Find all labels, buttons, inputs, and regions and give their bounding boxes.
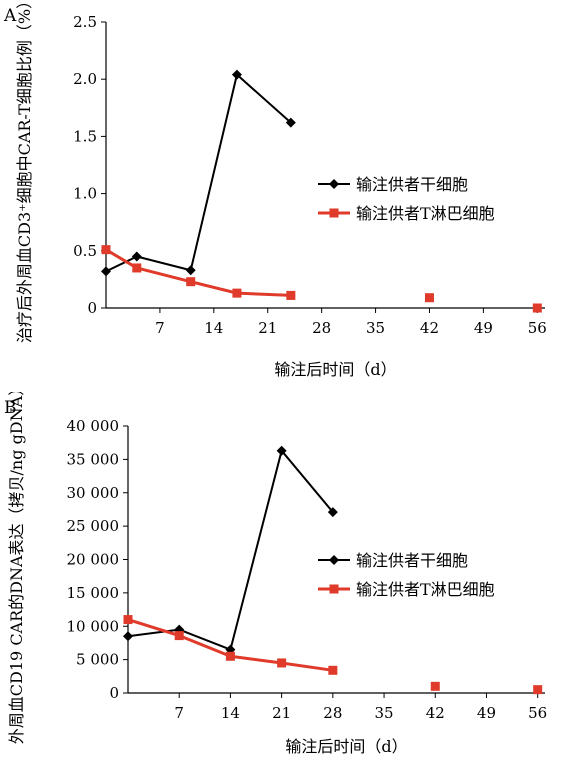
chart-b-svg: 0 5 000 10 000 15 000 20 000 25 000 30 000 35 0… [7, 380, 547, 756]
y-tick-label: 35 000 [67, 450, 120, 468]
legend-label-stem-cells: 输注供者干细胞 [356, 551, 468, 570]
data-point-t-cells [174, 631, 184, 641]
chart-panel-b: B 0 5 000 10 000 15 000 20 000 25 000 30 000 35… [0, 380, 580, 764]
x-tick-label: 35 [375, 704, 394, 722]
x-tick-label: 42 [420, 319, 439, 337]
y-tick-label: 0 [109, 684, 119, 702]
data-point-stem-cells [285, 117, 296, 128]
data-point-t-cells [424, 293, 434, 303]
data-point-t-cells [225, 651, 235, 661]
data-point-t-cells [277, 658, 287, 668]
legend-label-t-cells: 输注供者T淋巴细胞 [356, 580, 495, 599]
x-tick-label: 28 [323, 704, 342, 722]
y-tick-label: 0.5 [73, 242, 97, 260]
x-tick-label: 49 [474, 319, 493, 337]
data-point-t-cells [232, 288, 242, 298]
y-tick-label: 1.5 [73, 127, 97, 145]
data-point-stem-cells [123, 631, 133, 642]
data-point-t-cells [132, 263, 142, 273]
data-point-t-cells [328, 665, 338, 675]
legend-marker-stem-cells [329, 555, 339, 565]
data-point-t-cells [186, 277, 196, 287]
y-tick-label: 25 000 [67, 517, 120, 535]
data-point-stem-cells [185, 265, 196, 276]
x-tick-label: 42 [426, 704, 445, 722]
x-axis-label: 输注后时间（d） [285, 737, 407, 756]
data-point-stem-cells [276, 445, 287, 456]
x-tick-label: 14 [204, 319, 223, 337]
y-tick-label: 15 000 [67, 584, 120, 602]
data-point-t-cells [430, 681, 440, 691]
x-tick-label: 28 [312, 319, 331, 337]
y-tick-label: 2.0 [73, 70, 97, 88]
data-point-t-cells [533, 685, 543, 695]
data-point-stem-cells [101, 266, 111, 277]
y-tick-label: 10 000 [67, 617, 120, 635]
legend-marker-t-cells [329, 584, 339, 594]
y-tick-label: 5 000 [76, 651, 119, 669]
chart-a-svg: 0 0.5 1.0 1.5 2.0 2.5 7 14 21 28 35 42 49 56 输注后时间（d） 治… [15, 0, 547, 379]
legend-label-t-cells: 输注供者T淋巴细胞 [356, 204, 495, 223]
data-point-stem-cells [231, 69, 242, 80]
x-tick-label: 56 [528, 704, 547, 722]
legend-label-stem-cells: 输注供者干细胞 [356, 175, 468, 194]
data-point-stem-cells [131, 251, 142, 262]
x-tick-label: 49 [477, 704, 496, 722]
chart-panel-a: A 0 0.5 1.0 1.5 2.0 2.5 7 14 21 28 35 42 49 56 输注后时间（d… [4, 0, 547, 379]
x-tick-label: 7 [174, 704, 184, 722]
y-tick-label: 30 000 [67, 484, 120, 502]
data-point-t-cells [532, 303, 542, 313]
panel-label: B [4, 398, 17, 418]
y-tick-label: 2.5 [73, 13, 97, 31]
series-line-stem-cells [105, 73, 292, 273]
data-point-t-cells [101, 245, 111, 255]
y-tick-label: 20 000 [67, 551, 120, 569]
y-tick-label: 40 000 [67, 417, 120, 435]
data-point-t-cells [286, 290, 296, 300]
x-tick-label: 35 [366, 319, 385, 337]
data-point-stem-cells [174, 624, 185, 635]
x-tick-label: 21 [272, 704, 291, 722]
x-tick-label: 21 [258, 319, 277, 337]
data-point-stem-cells [327, 507, 338, 518]
x-axis-label: 输注后时间（d） [274, 360, 396, 379]
data-point-t-cells [123, 615, 133, 625]
legend-marker-t-cells [329, 208, 339, 218]
x-tick-label: 14 [221, 704, 240, 722]
panel-label: A [4, 6, 17, 26]
x-tick-label: 7 [155, 319, 165, 337]
series-line-stem-cells [127, 449, 334, 651]
x-tick-label: 56 [528, 319, 547, 337]
y-axis-label: 外周血CD19 CAR的DNA表达（拷贝/ng gDNA） [7, 392, 26, 744]
y-tick-label: 0 [87, 299, 97, 317]
y-axis-label: 治疗后外周血CD3⁺细胞中CAR-T细胞比例（%） [15, 0, 34, 343]
legend-marker-stem-cells [329, 179, 339, 189]
y-tick-label: 1.0 [73, 185, 97, 203]
